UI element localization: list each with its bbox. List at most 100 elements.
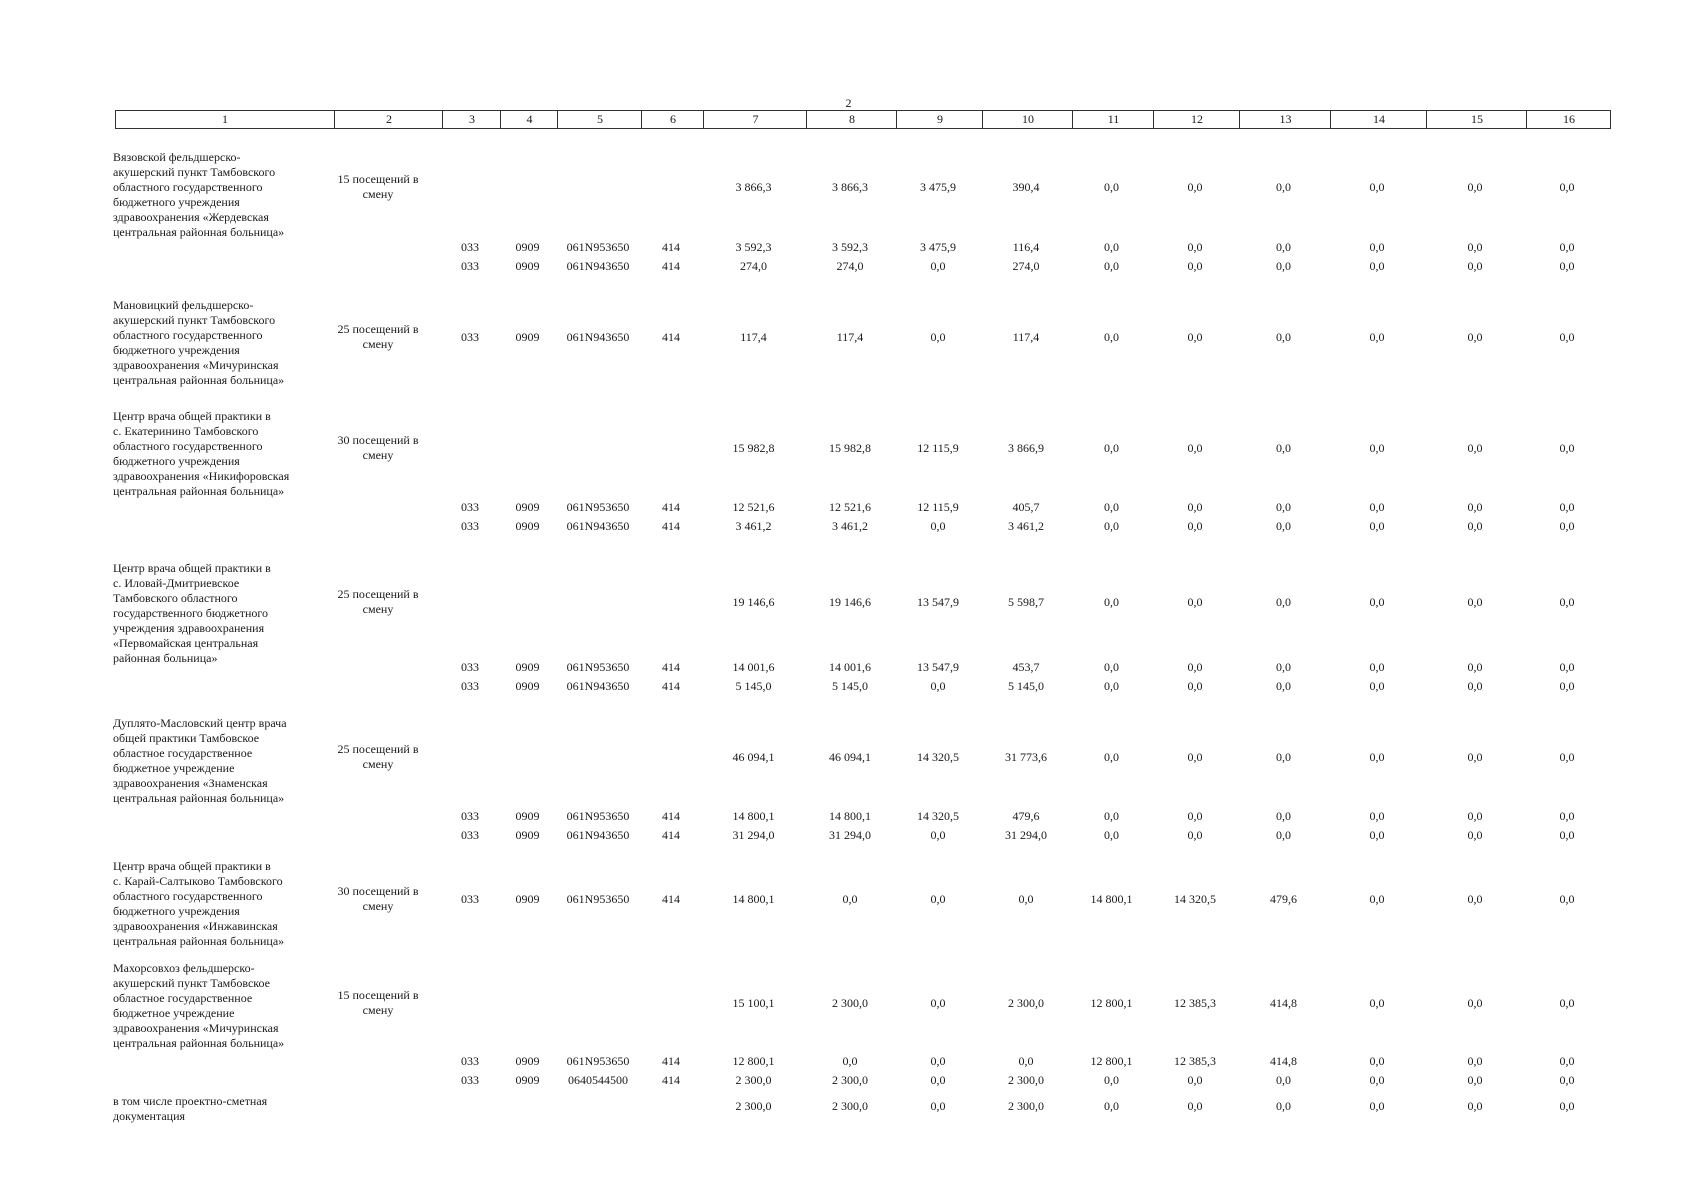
value-cell: 14 320,5 bbox=[1174, 892, 1216, 906]
value-cell: 12 115,9 bbox=[917, 441, 959, 455]
value-cell: 0,0 bbox=[1369, 1054, 1385, 1068]
value-cell: 0,0 bbox=[1369, 809, 1385, 823]
value-cell: 0,0 bbox=[1559, 660, 1575, 674]
code-cell: 061N943650 bbox=[566, 519, 630, 533]
value-cell: 3 475,9 bbox=[920, 240, 956, 254]
value-cell: 2 300,0 bbox=[1008, 996, 1044, 1010]
code-cell: 0909 bbox=[515, 660, 540, 674]
value-cell: 0,0 bbox=[1018, 1054, 1034, 1068]
value-cell: 12 115,9 bbox=[917, 500, 959, 514]
facility-capacity: 25 посещений в смену bbox=[337, 322, 419, 351]
value-cell: 5 145,0 bbox=[1008, 679, 1044, 693]
facility-name: Центр врача общей практики в с. Иловай-Д… bbox=[113, 561, 271, 665]
header-cell-3: 3 bbox=[442, 111, 501, 128]
code-cell: 033 bbox=[461, 828, 479, 842]
value-cell: 3 866,9 bbox=[1008, 441, 1044, 455]
facility-name: Вязовской фельдшерско- акушерский пункт … bbox=[113, 150, 285, 239]
value-cell: 12 521,6 bbox=[829, 500, 871, 514]
value-cell: 0,0 bbox=[1559, 595, 1575, 609]
value-cell: 0,0 bbox=[1467, 750, 1483, 764]
code-cell: 414 bbox=[662, 259, 680, 273]
facility-name: в том числе проектно-сметная документаци… bbox=[113, 1094, 268, 1123]
value-cell: 0,0 bbox=[1104, 500, 1119, 514]
code-cell: 414 bbox=[662, 892, 680, 906]
value-cell: 19 146,6 bbox=[829, 595, 871, 609]
value-cell: 0,0 bbox=[1276, 441, 1291, 455]
value-cell: 2 300,0 bbox=[832, 1099, 868, 1113]
value-cell: 0,0 bbox=[1187, 750, 1203, 764]
value-cell: 0,0 bbox=[1276, 750, 1291, 764]
value-cell: 0,0 bbox=[1369, 1073, 1385, 1087]
value-cell: 0,0 bbox=[1559, 892, 1575, 906]
value-cell: 3 592,3 bbox=[735, 240, 772, 254]
code-cell: 061N943650 bbox=[566, 828, 630, 842]
value-cell: 3 866,3 bbox=[735, 180, 772, 194]
facility-capacity: 30 посещений в смену bbox=[337, 433, 419, 462]
value-cell: 0,0 bbox=[1104, 595, 1119, 609]
value-cell: 14 800,1 bbox=[732, 809, 775, 823]
code-cell: 061N953650 bbox=[566, 500, 630, 514]
value-cell: 0,0 bbox=[1369, 240, 1385, 254]
facility-name: Дуплято-Масловский центр врача общей пра… bbox=[113, 716, 287, 805]
header-cell-10: 10 bbox=[982, 111, 1073, 128]
header-cell-14: 14 bbox=[1330, 111, 1427, 128]
value-cell: 0,0 bbox=[1276, 240, 1291, 254]
value-cell: 0,0 bbox=[1276, 1073, 1291, 1087]
value-cell: 31 294,0 bbox=[732, 828, 775, 842]
value-cell: 0,0 bbox=[1104, 750, 1119, 764]
value-cell: 0,0 bbox=[1104, 180, 1119, 194]
value-cell: 0,0 bbox=[1276, 595, 1291, 609]
code-cell: 061N943650 bbox=[566, 679, 630, 693]
value-cell: 0,0 bbox=[1187, 828, 1203, 842]
code-cell: 414 bbox=[662, 1054, 680, 1068]
facility-name: Мановицкий фельдшерско- акушерский пункт… bbox=[113, 298, 285, 387]
code-cell: 033 bbox=[461, 679, 479, 693]
value-cell: 0,0 bbox=[930, 330, 946, 344]
value-cell: 0,0 bbox=[1104, 660, 1119, 674]
facility-name: Центр врача общей практики в с. Карай-Са… bbox=[113, 859, 285, 948]
value-cell: 0,0 bbox=[1276, 180, 1291, 194]
value-cell: 12 800,1 bbox=[1090, 1054, 1133, 1068]
value-cell: 0,0 bbox=[1559, 441, 1575, 455]
value-cell: 14 001,6 bbox=[732, 660, 775, 674]
value-cell: 0,0 bbox=[1467, 259, 1483, 273]
value-cell: 0,0 bbox=[842, 892, 858, 906]
header-cell-16: 16 bbox=[1526, 111, 1611, 128]
code-cell: 414 bbox=[662, 828, 680, 842]
value-cell: 116,4 bbox=[1012, 240, 1040, 254]
value-cell: 0,0 bbox=[1559, 996, 1575, 1010]
code-cell: 0909 bbox=[515, 828, 540, 842]
value-cell: 479,6 bbox=[1270, 892, 1297, 906]
code-cell: 0909 bbox=[515, 892, 540, 906]
value-cell: 0,0 bbox=[1104, 809, 1119, 823]
value-cell: 2 300,0 bbox=[1008, 1099, 1044, 1113]
code-cell: 414 bbox=[662, 240, 680, 254]
value-cell: 0,0 bbox=[1467, 1073, 1483, 1087]
code-cell: 0909 bbox=[515, 259, 540, 273]
value-cell: 0,0 bbox=[1187, 809, 1203, 823]
value-cell: 0,0 bbox=[1559, 1099, 1575, 1113]
header-cell-12: 12 bbox=[1153, 111, 1240, 128]
value-cell: 0,0 bbox=[930, 259, 946, 273]
value-cell: 0,0 bbox=[1276, 519, 1291, 533]
value-cell: 0,0 bbox=[1104, 1073, 1119, 1087]
code-cell: 0909 bbox=[515, 519, 540, 533]
value-cell: 0,0 bbox=[1467, 892, 1483, 906]
value-cell: 0,0 bbox=[1187, 660, 1203, 674]
header-cell-1: 1 bbox=[222, 112, 228, 126]
value-cell: 0,0 bbox=[930, 996, 946, 1010]
facility-capacity: 15 посещений в смену bbox=[337, 988, 419, 1017]
value-cell: 0,0 bbox=[930, 1073, 946, 1087]
value-cell: 0,0 bbox=[1467, 240, 1483, 254]
code-cell: 061N953650 bbox=[566, 660, 630, 674]
value-cell: 0,0 bbox=[1276, 660, 1291, 674]
value-cell: 0,0 bbox=[1559, 679, 1575, 693]
code-cell: 0909 bbox=[515, 679, 540, 693]
value-cell: 0,0 bbox=[1369, 441, 1385, 455]
value-cell: 274,0 bbox=[1012, 259, 1040, 273]
value-cell: 31 294,0 bbox=[1005, 828, 1047, 842]
value-cell: 0,0 bbox=[930, 679, 946, 693]
code-cell: 0640544500 bbox=[568, 1073, 628, 1087]
value-cell: 12 385,3 bbox=[1174, 1054, 1216, 1068]
value-cell: 0,0 bbox=[1467, 441, 1483, 455]
